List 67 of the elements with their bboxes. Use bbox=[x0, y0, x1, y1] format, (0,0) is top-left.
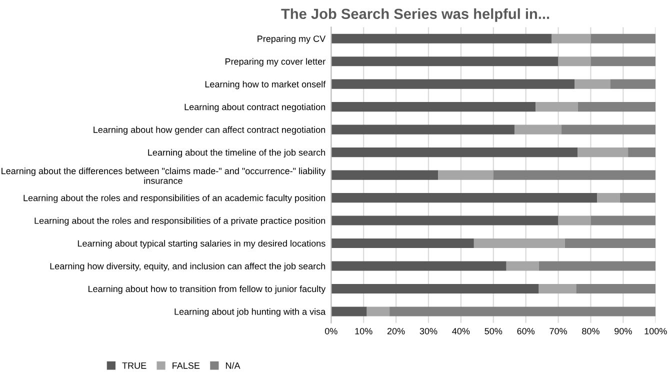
bar bbox=[331, 148, 578, 158]
bar bbox=[536, 102, 578, 112]
legend-label: N/A bbox=[226, 362, 240, 369]
bar bbox=[552, 34, 591, 44]
bar bbox=[331, 238, 474, 248]
bar bbox=[331, 261, 506, 271]
y-tick-label: Preparing my cover letter bbox=[226, 58, 326, 66]
y-tick-label: Learning about the roles and responsibilities of a private practice position bbox=[34, 217, 326, 226]
y-tick-label: Learning about the differences between "claims made-" and "occurrence-" liability insurance bbox=[2, 168, 326, 184]
bar bbox=[331, 56, 558, 66]
bar bbox=[331, 170, 438, 180]
chart-title: The Job Search Series was helpful in... bbox=[281, 8, 550, 22]
y-tick-label: Learning about the roles and responsibilities of an academic faculty position bbox=[24, 194, 326, 203]
bar bbox=[331, 306, 367, 316]
bar bbox=[610, 79, 656, 89]
bar bbox=[578, 148, 628, 158]
bar bbox=[506, 261, 539, 271]
bar bbox=[558, 216, 591, 226]
bar bbox=[331, 102, 536, 112]
x-tick-label: 100% bbox=[644, 328, 667, 334]
bar bbox=[331, 79, 575, 89]
x-tick-label: 20% bbox=[387, 328, 405, 334]
bar bbox=[590, 216, 656, 226]
bar bbox=[331, 193, 598, 203]
bar bbox=[366, 306, 390, 316]
bar bbox=[564, 238, 656, 248]
bar bbox=[597, 193, 620, 203]
y-tick-label: Learning about how to transition from fellow to junior faculty bbox=[88, 285, 326, 294]
y-tick-label: Learning how to market onself bbox=[205, 80, 326, 90]
bar bbox=[590, 34, 656, 44]
y-tick-label: Learning about typical starting salaries in my desired locations bbox=[78, 240, 326, 248]
x-tick-label: 50% bbox=[484, 328, 502, 334]
bar bbox=[474, 238, 565, 248]
y-tick-label: Preparing my CV bbox=[258, 35, 326, 44]
x-tick-label: 0% bbox=[324, 328, 338, 334]
x-tick-label: 90% bbox=[614, 328, 632, 334]
bar bbox=[574, 79, 610, 89]
y-tick-label: Learning about the timeline of the job search bbox=[148, 149, 326, 158]
legend-label: TRUE bbox=[122, 362, 146, 369]
y-tick-label: Learning about how gender can affect contract negotiation bbox=[94, 126, 326, 135]
bar bbox=[558, 56, 591, 66]
bar bbox=[331, 216, 558, 226]
bar bbox=[590, 56, 656, 66]
x-tick-label: 40% bbox=[452, 328, 470, 334]
bar bbox=[628, 148, 656, 158]
bar bbox=[514, 124, 562, 134]
x-tick-label: 10% bbox=[355, 328, 372, 334]
bar bbox=[331, 34, 552, 44]
bar bbox=[620, 193, 656, 203]
y-tick-label: Learning how diversity, equity, and inclusion can affect the job search bbox=[50, 262, 326, 272]
bar bbox=[578, 102, 656, 112]
bar bbox=[493, 170, 656, 180]
bar bbox=[538, 284, 576, 294]
bar bbox=[390, 306, 656, 316]
x-tick-label: 60% bbox=[517, 328, 535, 334]
y-tick-label: Learning about job hunting with a visa bbox=[174, 308, 326, 317]
bar bbox=[576, 284, 656, 294]
legend-label: FALSE bbox=[172, 362, 200, 369]
bar bbox=[331, 124, 514, 134]
bar bbox=[438, 170, 494, 180]
x-tick-label: 70% bbox=[550, 328, 567, 334]
bar bbox=[331, 284, 539, 294]
bar bbox=[562, 124, 656, 134]
bar bbox=[538, 261, 656, 271]
x-tick-label: 80% bbox=[582, 328, 600, 334]
x-tick-label: 30% bbox=[420, 328, 438, 334]
y-tick-label: Learning about contract negotiation bbox=[184, 104, 326, 112]
